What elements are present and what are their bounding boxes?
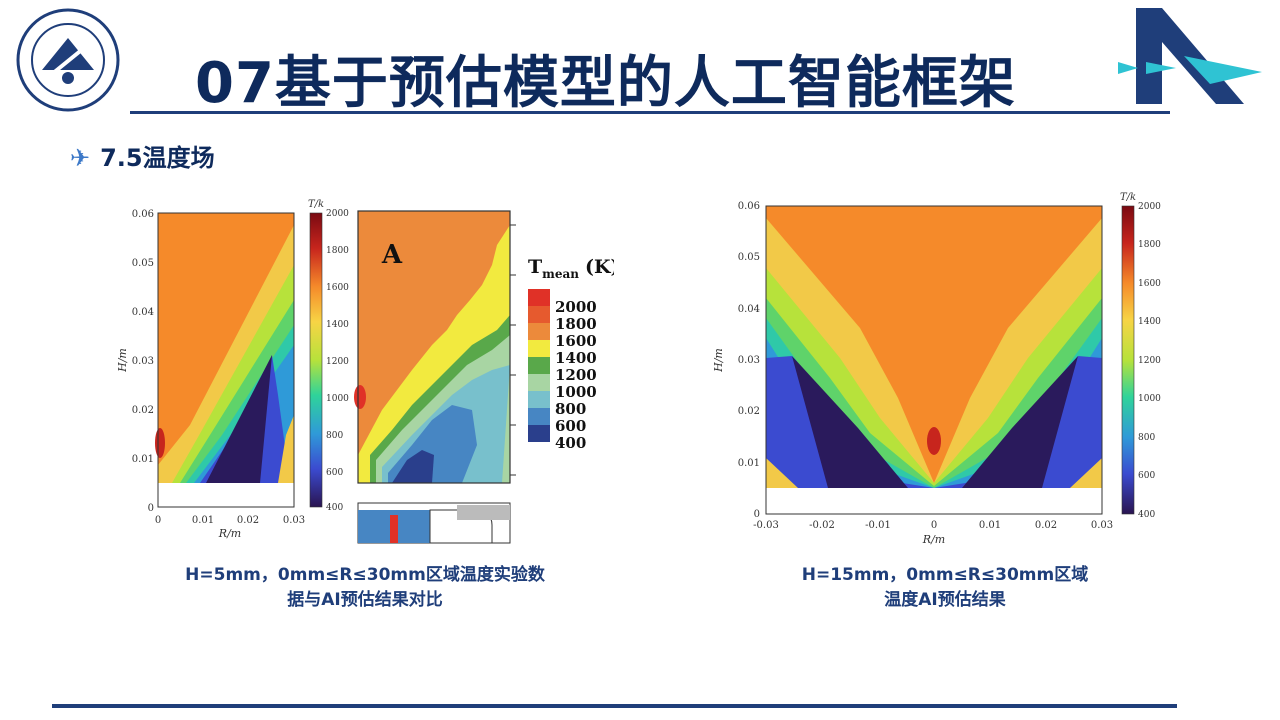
left-colorbar-tick: 2000 xyxy=(326,209,349,219)
right-x-tick: 0.03 xyxy=(1091,520,1113,531)
legend-item-label: 1600 xyxy=(555,332,597,350)
left-colorbar-tick: 600 xyxy=(326,468,343,478)
university-seal-logo xyxy=(16,8,120,112)
right-y-tick: 0.06 xyxy=(738,201,760,212)
left-x-tick: 0.02 xyxy=(237,515,259,526)
left-colorbar-tick: 1800 xyxy=(326,246,349,256)
right-colorbar-tick: 600 xyxy=(1138,471,1155,481)
right-y-tick: 0.04 xyxy=(738,304,760,315)
legend-item-label: 1000 xyxy=(555,383,597,401)
right-y-axis-label: H/m xyxy=(712,348,725,373)
left-colorbar-tick: 400 xyxy=(326,503,343,513)
legend-title: T xyxy=(528,256,542,278)
right-caption: H=15mm，0mm≤R≤30mm区域 温度AI预估结果 xyxy=(760,563,1130,613)
right-caption-line: H=15mm，0mm≤R≤30mm区域 xyxy=(801,565,1089,585)
title-underline xyxy=(130,111,1170,114)
page-title: 07基于预估模型的人工智能框架 xyxy=(195,51,1016,116)
right-colorbar xyxy=(1121,205,1135,515)
section-heading: ✈ 7.5温度场 xyxy=(70,138,215,173)
right-colorbar-tick: 1600 xyxy=(1138,279,1161,289)
left-colorbar-tick: 1400 xyxy=(326,320,349,330)
right-y-tick: 0.05 xyxy=(738,252,760,263)
left-caption: H=5mm，0mm≤R≤30mm区域温度实验数 据与AI预估结果对比 xyxy=(145,563,585,613)
left-colorbar-tick: 1600 xyxy=(326,283,349,293)
right-y-tick: 0.02 xyxy=(738,406,760,417)
legend-item-label: 800 xyxy=(555,400,586,418)
right-x-axis-label: R/m xyxy=(922,533,945,546)
left-x-tick: 0.03 xyxy=(283,515,305,526)
left-colorbar-tick: 1200 xyxy=(326,357,349,367)
legend-item-label: 400 xyxy=(555,434,586,452)
legend-item-label: 2000 xyxy=(555,298,597,316)
brand-logo xyxy=(1118,8,1262,104)
legend-item-label: 1400 xyxy=(555,349,597,367)
left-y-tick: 0.05 xyxy=(132,258,154,269)
section-title: 7.5温度场 xyxy=(100,144,215,172)
svg-text:Tmean(K): Tmean (K) xyxy=(528,256,614,281)
left-x-axis-label: R/m xyxy=(218,527,241,540)
left-y-tick: 0.02 xyxy=(132,405,154,416)
experiment-contour-plot: A Tmean (K) 2000 1800 1600 1400 1200 1000… xyxy=(354,210,614,544)
left-y-tick: 0.01 xyxy=(132,454,154,465)
left-x-tick: 0.01 xyxy=(192,515,214,526)
legend-item-label: 600 xyxy=(555,417,586,435)
left-y-tick: 0.04 xyxy=(132,307,154,318)
left-x-tick: 0 xyxy=(155,515,161,526)
left-caption-line: 据与AI预估结果对比 xyxy=(287,590,443,610)
right-x-tick: -0.03 xyxy=(753,520,779,531)
right-colorbar-tick: 2000 xyxy=(1138,202,1161,212)
right-colorbar-tick: 1400 xyxy=(1138,317,1161,327)
left-y-tick: 0.06 xyxy=(132,209,154,220)
right-y-tick: 0 xyxy=(754,509,760,520)
left-colorbar xyxy=(309,212,323,508)
left-colorbar-title: T/k xyxy=(308,199,324,210)
legend-unit: (K) xyxy=(585,256,614,278)
right-colorbar-title: T/k xyxy=(1120,192,1136,203)
right-x-tick: 0.02 xyxy=(1035,520,1057,531)
right-colorbar-tick: 1200 xyxy=(1138,356,1161,366)
left-y-tick: 0 xyxy=(148,503,154,514)
right-y-tick: 0.03 xyxy=(738,355,760,366)
left-colorbar-tick: 1000 xyxy=(326,394,349,404)
right-colorbar-tick: 800 xyxy=(1138,433,1155,443)
right-x-tick: -0.02 xyxy=(809,520,835,531)
left-colorbar-tick: 800 xyxy=(326,431,343,441)
experiment-panel-label: A xyxy=(381,240,403,270)
right-colorbar-tick: 1800 xyxy=(1138,240,1161,250)
legend-item-label: 1200 xyxy=(555,366,597,384)
right-colorbar-tick: 1000 xyxy=(1138,394,1161,404)
right-x-tick: 0 xyxy=(931,520,937,531)
right-x-tick: 0.01 xyxy=(979,520,1001,531)
right-x-tick: -0.01 xyxy=(865,520,891,531)
right-y-tick: 0.01 xyxy=(738,458,760,469)
left-contour-plot: 0.06 0.05 0.04 0.03 0.02 0.01 0 0 0.01 0… xyxy=(116,199,349,540)
left-y-tick: 0.03 xyxy=(132,356,154,367)
right-colorbar-tick: 400 xyxy=(1138,510,1155,520)
footer-rule xyxy=(52,704,1177,708)
right-contour-plot: 0.06 0.05 0.04 0.03 0.02 0.01 0 -0.03 -0… xyxy=(712,192,1161,546)
airplane-icon: ✈ xyxy=(70,144,91,172)
left-caption-line: H=5mm，0mm≤R≤30mm区域温度实验数 xyxy=(185,565,545,585)
legend-item-label: 1800 xyxy=(555,315,597,333)
legend-subscript: mean xyxy=(542,267,579,281)
right-caption-line: 温度AI预估结果 xyxy=(884,590,1006,610)
left-y-axis-label: H/m xyxy=(116,348,129,373)
